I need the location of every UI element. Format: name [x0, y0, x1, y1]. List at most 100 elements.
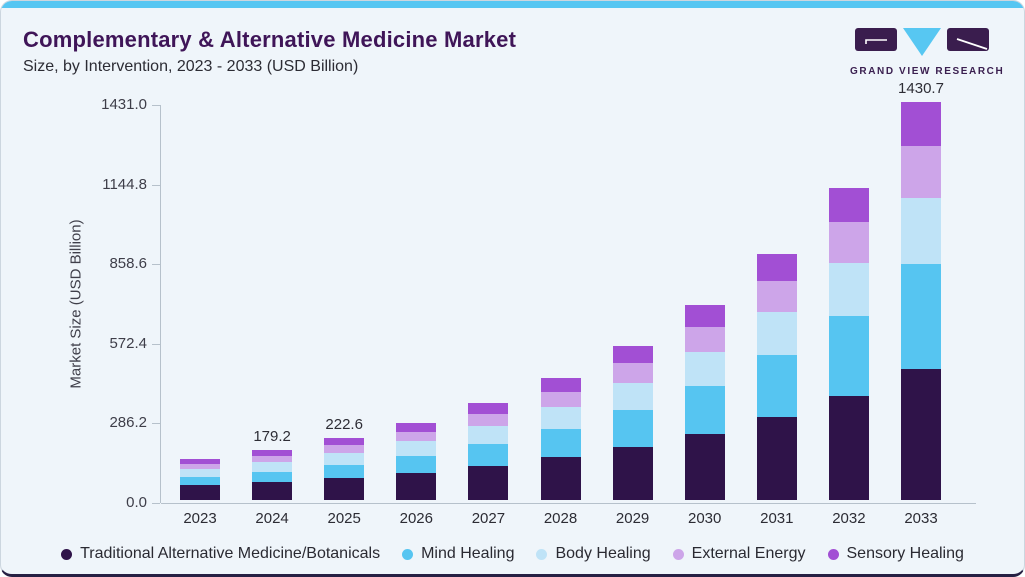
- y-tick-label: 1144.8: [102, 175, 147, 193]
- x-label-2023: 2023: [183, 510, 217, 527]
- bar-segment: [901, 264, 941, 370]
- grand-view-research-logo: GRAND VIEW RESEARCH: [850, 27, 1005, 77]
- bar-segment: [828, 262, 869, 316]
- x-label-2029: 2029: [615, 510, 650, 527]
- bar-2033: [901, 102, 941, 500]
- bar-segment: [324, 438, 365, 446]
- bar-segment: [540, 429, 581, 458]
- bar-segment: [828, 315, 869, 397]
- bar-segment: [468, 465, 509, 500]
- bar-segment: [180, 463, 220, 469]
- bar-2024: [252, 450, 293, 500]
- bar-segment: [612, 345, 653, 364]
- legend-item: Body Healing: [536, 545, 651, 563]
- x-axis-line: [161, 503, 976, 504]
- y-axis-title: Market Size (USD Billion): [67, 219, 85, 389]
- value-label-2024: 179.2: [253, 428, 291, 446]
- bar-segment: [828, 187, 869, 223]
- bar-segment: [684, 305, 725, 327]
- bar-2028: [540, 377, 581, 500]
- bar-2029: [612, 345, 653, 500]
- bar-segment: [468, 403, 509, 415]
- bar-segment: [756, 253, 797, 281]
- bar-segment: [756, 355, 797, 418]
- legend-dot-icon: [61, 548, 73, 560]
- top-accent-bar: [1, 1, 1024, 8]
- bar-2030: [684, 305, 725, 500]
- bar-segment: [252, 471, 293, 482]
- bar-segment: [468, 414, 509, 427]
- bar-segment: [396, 431, 437, 442]
- x-label-2024: 2024: [255, 510, 289, 527]
- bar-segment: [684, 326, 725, 352]
- legend-label: External Energy: [691, 545, 806, 562]
- bar-segment: [684, 386, 725, 434]
- bar-2025: [324, 438, 365, 500]
- bar-segment: [901, 198, 941, 265]
- bar-segment: [684, 351, 725, 386]
- legend-label: Body Healing: [555, 545, 651, 562]
- x-label-2026: 2026: [399, 510, 433, 527]
- bar-segment: [828, 222, 869, 263]
- y-axis-line: [160, 105, 161, 503]
- legend-dot-icon: [672, 548, 684, 560]
- bar-segment: [756, 312, 797, 356]
- bar-segment: [252, 481, 293, 500]
- bar-segment: [396, 455, 437, 473]
- bar-segment: [540, 457, 581, 500]
- bar-segment: [324, 452, 365, 465]
- bar-segment: [901, 369, 941, 500]
- bar-2032: [828, 187, 869, 500]
- bar-segment: [324, 464, 365, 478]
- gvr-logo-icon: [855, 28, 989, 56]
- bar-segment: [180, 459, 220, 464]
- legend-label: Sensory Healing: [846, 545, 964, 562]
- x-label-2031: 2031: [760, 510, 794, 527]
- legend-dot-icon: [402, 548, 414, 560]
- bar-segment: [540, 391, 581, 407]
- logo-wordmark: GRAND VIEW RESEARCH: [850, 66, 1005, 77]
- y-tick-label: 572.4: [109, 334, 147, 352]
- value-label-2025: 222.6: [325, 416, 363, 434]
- bar-2027: [468, 403, 509, 500]
- x-label-2028: 2028: [543, 510, 578, 527]
- legend-label: Traditional Alternative Medicine/Botanic…: [80, 545, 381, 562]
- chart-legend: Traditional Alternative Medicine/Botanic…: [1, 545, 1024, 563]
- legend-item: Sensory Healing: [827, 545, 964, 563]
- bar-2026: [396, 423, 437, 500]
- bar-segment: [756, 280, 797, 313]
- legend-item: Traditional Alternative Medicine/Botanic…: [61, 545, 380, 563]
- page-subtitle: Size, by Intervention, 2023 - 2033 (USD …: [23, 58, 359, 75]
- y-tick-label: 286.2: [109, 414, 147, 432]
- bar-segment: [540, 406, 581, 430]
- bar-segment: [828, 396, 869, 500]
- value-label-2033: 1430.7: [898, 80, 944, 98]
- bar-segment: [756, 417, 797, 500]
- bar-segment: [180, 476, 220, 485]
- y-tick-mark: [152, 423, 160, 425]
- bar-segment: [468, 426, 509, 445]
- bar-segment: [324, 477, 365, 500]
- bar-segment: [180, 468, 220, 477]
- bar-segment: [252, 450, 293, 456]
- bar-segment: [252, 461, 293, 472]
- y-tick-mark: [152, 105, 160, 106]
- bar-segment: [612, 382, 653, 411]
- bar-segment: [396, 441, 437, 456]
- bar-segment: [612, 446, 653, 500]
- x-label-2030: 2030: [688, 510, 722, 527]
- bar-segment: [396, 423, 437, 432]
- x-label-2032: 2032: [832, 510, 866, 527]
- y-tick-label: 1431.0: [101, 96, 147, 113]
- y-tick-label: 858.6: [109, 255, 147, 273]
- bar-segment: [684, 433, 725, 500]
- bar-segment: [468, 444, 509, 466]
- bar-segment: [612, 363, 653, 383]
- y-tick-mark: [152, 264, 160, 266]
- bar-segment: [324, 445, 365, 453]
- bar-segment: [180, 484, 220, 500]
- bar-segment: [612, 410, 653, 447]
- legend-item: External Energy: [672, 545, 806, 563]
- page-title: Complementary & Alternative Medicine Mar…: [23, 27, 517, 52]
